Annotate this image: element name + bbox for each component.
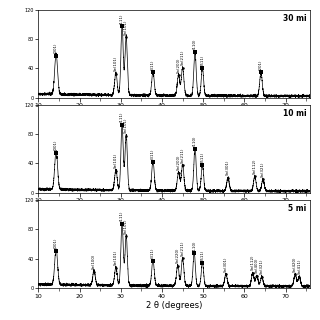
Text: Se(101): Se(101)	[114, 153, 118, 168]
Text: Se(101): Se(101)	[114, 56, 118, 71]
Text: (001): (001)	[54, 238, 58, 248]
Text: Sn(211): Sn(211)	[181, 147, 185, 163]
Text: (511): (511)	[200, 152, 204, 162]
Text: 10 mi: 10 mi	[283, 109, 306, 118]
Text: Sn(301): Sn(301)	[226, 160, 230, 175]
Text: 5 mi: 5 mi	[288, 204, 306, 213]
Text: Sn(301): Sn(301)	[224, 256, 228, 272]
Text: Sn(400): Sn(400)	[255, 258, 259, 273]
Text: Sn(112): Sn(112)	[251, 255, 255, 270]
Text: (111): (111)	[120, 13, 124, 24]
Text: Sn(321): Sn(321)	[260, 259, 264, 274]
Text: Sn(112): Sn(112)	[253, 158, 257, 174]
Text: Se(101): Se(101)	[114, 250, 118, 265]
Text: Sn(211): Sn(211)	[181, 240, 185, 256]
Text: (111): (111)	[120, 211, 124, 221]
Text: (311): (311)	[151, 247, 155, 258]
Text: (311): (311)	[151, 148, 155, 159]
Text: (311): (311)	[151, 59, 155, 70]
X-axis label: 2 θ (degrees): 2 θ (degrees)	[146, 301, 203, 310]
Text: (201): (201)	[259, 59, 263, 70]
Text: (001): (001)	[54, 43, 58, 53]
Text: Sn(220): Sn(220)	[176, 248, 180, 263]
Text: Sn(420): Sn(420)	[293, 256, 297, 272]
Text: Sn(101): Sn(101)	[124, 118, 128, 133]
Text: Sn(200): Sn(200)	[177, 155, 180, 170]
Text: Sn(211): Sn(211)	[181, 50, 185, 65]
Text: (110): (110)	[193, 135, 197, 146]
Text: 30 mi: 30 mi	[283, 14, 306, 23]
Text: (111): (111)	[120, 112, 124, 122]
Text: (110): (110)	[193, 39, 197, 49]
Text: Sn(101): Sn(101)	[124, 218, 128, 234]
Text: Sn(200): Sn(200)	[177, 57, 180, 73]
Text: (001): (001)	[54, 140, 58, 150]
Text: Sn(411): Sn(411)	[297, 259, 301, 274]
Text: Sn(321): Sn(321)	[261, 161, 265, 177]
Text: Sn(101): Sn(101)	[124, 19, 128, 35]
Text: Se(100): Se(100)	[92, 253, 96, 269]
Text: (511): (511)	[200, 250, 204, 260]
Text: (110): (110)	[192, 240, 196, 251]
Text: (511): (511)	[200, 55, 204, 65]
